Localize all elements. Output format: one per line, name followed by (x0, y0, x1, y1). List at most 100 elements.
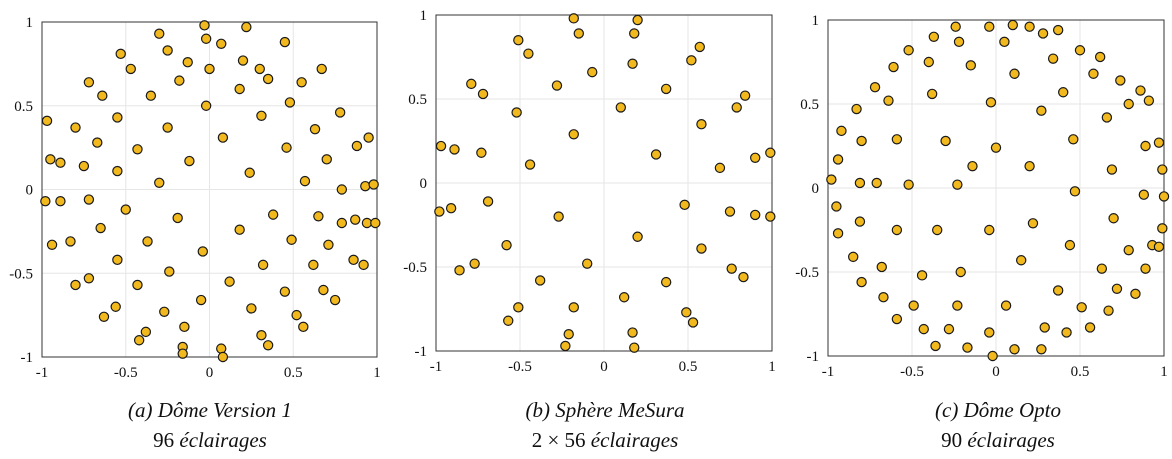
chart-panel-a: -1 -0.5 0 0.5 1 1 0.5 0 -0.5 -1 (a) Dôme Version … (0, 0, 390, 459)
data-point (83, 273, 95, 284)
data-point (449, 144, 460, 155)
data-point (142, 236, 153, 247)
data-point (95, 222, 106, 234)
data-point (358, 259, 369, 271)
data-point (1130, 288, 1141, 300)
data-point (1052, 24, 1064, 36)
data-point (197, 246, 208, 257)
data-point (97, 90, 108, 101)
y-tick-label: -0.5 (403, 260, 427, 276)
data-point (750, 209, 761, 221)
data-point (940, 135, 951, 147)
data-point (308, 259, 319, 271)
data-point (454, 265, 465, 276)
data-point (524, 159, 536, 170)
data-point (286, 234, 297, 245)
data-point (466, 78, 477, 90)
x-tick-label: 1 (373, 365, 381, 381)
data-point (1009, 68, 1020, 79)
data-point (696, 118, 707, 130)
data-point (694, 41, 705, 53)
data-point (908, 300, 919, 311)
data-point (551, 80, 563, 91)
x-tick-label: 0.5 (1071, 364, 1090, 380)
data-point (244, 167, 255, 178)
x-tick-label: -0.5 (900, 364, 924, 380)
data-point (262, 73, 274, 85)
data-point (511, 107, 522, 118)
x-tick-label: 0.5 (284, 365, 303, 381)
data-point (891, 134, 903, 145)
data-point (234, 224, 245, 235)
count-number: 96 (153, 428, 175, 452)
data-point (70, 279, 81, 291)
data-point (164, 266, 175, 277)
data-point (145, 90, 157, 101)
data-point (216, 38, 227, 49)
data-point (632, 14, 643, 26)
data-point (1088, 68, 1099, 79)
data-point (217, 351, 229, 363)
data-point (296, 77, 307, 88)
data-point (177, 348, 188, 359)
data-point (878, 292, 889, 303)
axes-frame (435, 14, 773, 352)
data-point (182, 57, 193, 68)
data-point (291, 309, 302, 321)
data-point (869, 81, 881, 93)
data-point (40, 196, 51, 207)
data-point (125, 63, 136, 75)
data-point (224, 276, 235, 287)
data-point (1157, 223, 1168, 234)
caption-count: 90 éclairages (828, 425, 1168, 455)
data-point (241, 21, 252, 33)
data-point (696, 243, 707, 254)
data-point (154, 28, 165, 39)
data-point (70, 122, 81, 133)
data-point (903, 45, 914, 56)
x-tick-label: 0 (992, 364, 1000, 380)
scatter-plot-b: -1 -0.5 0 0.5 1 1 0.5 0 -0.5 -1 (403, 8, 776, 375)
data-point (1027, 218, 1039, 229)
count-word: éclairages (967, 428, 1055, 452)
data-point (931, 224, 943, 236)
caption-b: (b) Sphère MeSura 2 × 56 éclairages (435, 395, 775, 455)
data-point (1123, 244, 1134, 256)
y-tick-label: -0.5 (795, 265, 819, 281)
data-point (513, 35, 524, 46)
y-tick-label: 1 (420, 8, 428, 24)
data-point (965, 60, 976, 71)
data-point (513, 302, 524, 313)
data-point (204, 63, 215, 75)
y-tick-label: 0.5 (408, 92, 427, 108)
data-point (154, 177, 165, 188)
chart-panel-b: -1 -0.5 0 0.5 1 1 0.5 0 -0.5 -1 (b) Sphère MeSura… (390, 0, 780, 459)
data-point (336, 184, 348, 195)
data-point (660, 83, 672, 95)
scatter-plot-c: -1 -0.5 0 0.5 1 1 0.5 0 -0.5 -1 (795, 13, 1170, 380)
caption-a: (a) Dôme Version 1 96 éclairages (40, 395, 380, 455)
data-point (1069, 186, 1081, 197)
data-point (1157, 164, 1168, 175)
y-tick-label: -1 (21, 350, 34, 366)
data-point (836, 125, 847, 137)
data-point (923, 56, 934, 68)
data-point (1140, 263, 1151, 274)
x-tick-label: 1 (768, 359, 776, 375)
data-point (318, 284, 329, 296)
data-point (298, 321, 309, 333)
data-point (1036, 105, 1047, 116)
x-tick-label: -1 (822, 364, 835, 380)
data-point (1047, 53, 1059, 64)
data-point (503, 315, 514, 326)
data-point (985, 97, 997, 108)
x-tick-label: -1 (36, 365, 49, 381)
data-point (1153, 137, 1165, 148)
y-tick-label: 1 (812, 13, 820, 29)
data-point (587, 66, 598, 78)
data-point (363, 132, 374, 143)
data-point (195, 294, 207, 306)
y-tick-label: -1 (807, 349, 820, 365)
data-point (348, 254, 359, 266)
data-point (309, 123, 321, 135)
